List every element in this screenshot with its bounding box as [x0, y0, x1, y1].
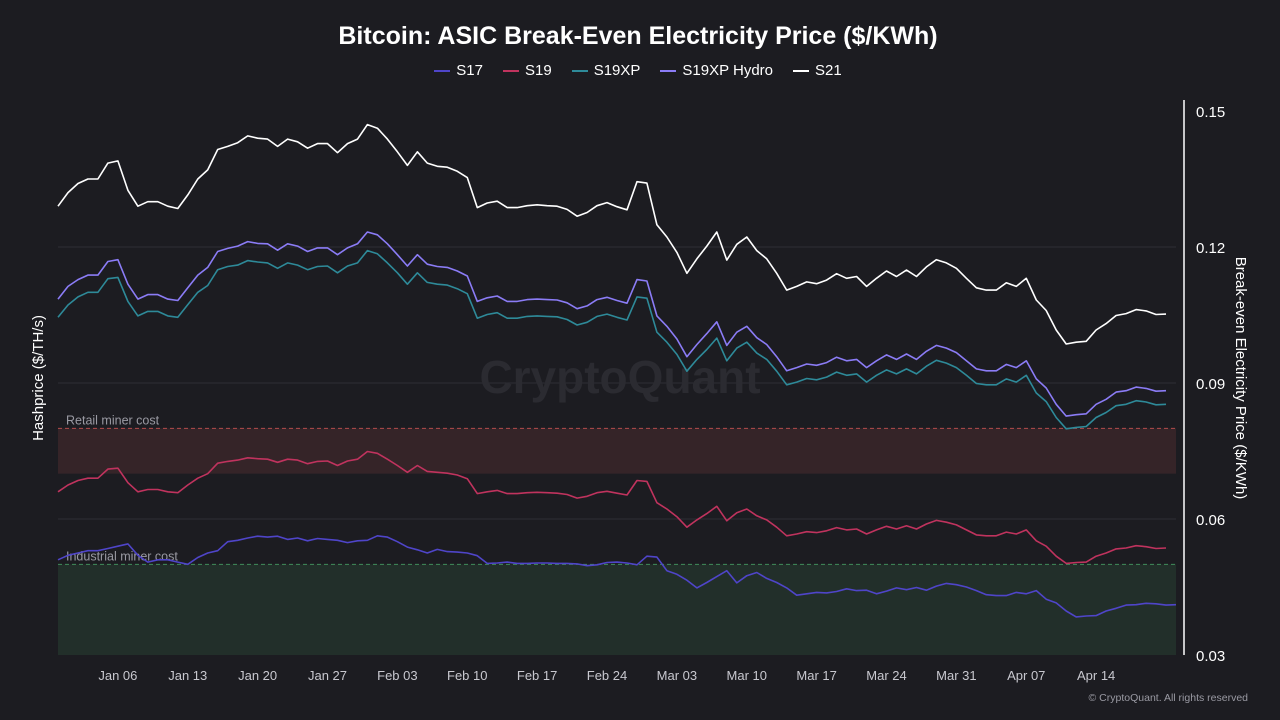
- legend-item[interactable]: S17: [434, 62, 483, 79]
- grid: [58, 246, 1176, 520]
- x-tick-label: Apr 07: [1007, 668, 1045, 683]
- legend-item[interactable]: S21: [793, 62, 842, 79]
- legend-label: S21: [815, 62, 842, 79]
- axes: 0.15 0.12 0.09 0.06 0.03 Jan 06 Jan 13 Jan 20 Ja…: [98, 100, 1225, 683]
- x-tick-label: Mar 31: [936, 668, 976, 683]
- chart-title: Bitcoin: ASIC Break-Even Electricity Pri…: [338, 22, 938, 50]
- y-tick-label: 0.15: [1196, 104, 1225, 121]
- x-tick-label: Jan 20: [238, 668, 277, 683]
- legend-swatch: [793, 69, 809, 72]
- band-label-0: Retail miner cost: [66, 413, 160, 427]
- series-line-s21: [57, 123, 1167, 345]
- series-line-s19xp: [57, 249, 1167, 430]
- band-label-1: Industrial miner cost: [66, 549, 178, 563]
- series-line-s19xp-hydro: [57, 231, 1167, 417]
- legend-label: S19XP Hydro: [682, 62, 773, 79]
- x-tick-label: Jan 13: [168, 668, 207, 683]
- x-tick-label: Mar 17: [796, 668, 836, 683]
- legend-swatch: [660, 69, 677, 72]
- legend: S17 S19 S19XP S19XP Hydro S21: [0, 62, 1276, 79]
- x-tick-label: Mar 10: [727, 668, 767, 683]
- band-1: [58, 564, 1176, 655]
- x-tick-label: Mar 24: [866, 668, 906, 683]
- legend-swatch: [571, 69, 588, 72]
- legend-label: S19: [524, 62, 552, 79]
- y-tick-label: 0.03: [1196, 648, 1225, 665]
- x-tick-label: Feb 17: [517, 668, 557, 683]
- copyright-footer: © CryptoQuant. All rights reserved: [1088, 692, 1248, 704]
- legend-item[interactable]: S19: [502, 62, 552, 79]
- y-tick-label: 0.12: [1196, 240, 1225, 257]
- series-lines: [57, 123, 1177, 618]
- x-tick-label: Feb 10: [447, 668, 487, 683]
- y-axis-right-label: Break-even Electricity Price ($/KWh): [1232, 257, 1249, 500]
- cost-bands: Retail miner cost Industrial miner cost: [58, 413, 1176, 655]
- legend-item[interactable]: S19XP: [571, 62, 641, 79]
- legend-item[interactable]: S19XP Hydro: [660, 62, 773, 79]
- band-0: [58, 428, 1176, 474]
- watermark: CryptoQuant: [479, 351, 760, 403]
- y-axis-left-label: Hashprice ($/TH/s): [30, 315, 47, 441]
- x-tick-label: Feb 03: [377, 668, 417, 683]
- y-tick-label: 0.09: [1196, 376, 1225, 393]
- series-line-s17: [57, 535, 1177, 618]
- y-tick-label: 0.06: [1196, 512, 1225, 529]
- x-tick-label: Mar 03: [657, 668, 697, 683]
- legend-swatch: [434, 69, 451, 72]
- legend-label: S17: [456, 62, 483, 79]
- legend-swatch: [502, 69, 519, 72]
- x-tick-label: Jan 27: [308, 668, 347, 683]
- legend-label: S19XP: [593, 62, 641, 79]
- x-tick-label: Feb 24: [587, 668, 627, 683]
- series-line-s19: [57, 450, 1167, 565]
- x-tick-label: Apr 14: [1077, 668, 1115, 683]
- x-tick-label: Jan 06: [98, 668, 137, 683]
